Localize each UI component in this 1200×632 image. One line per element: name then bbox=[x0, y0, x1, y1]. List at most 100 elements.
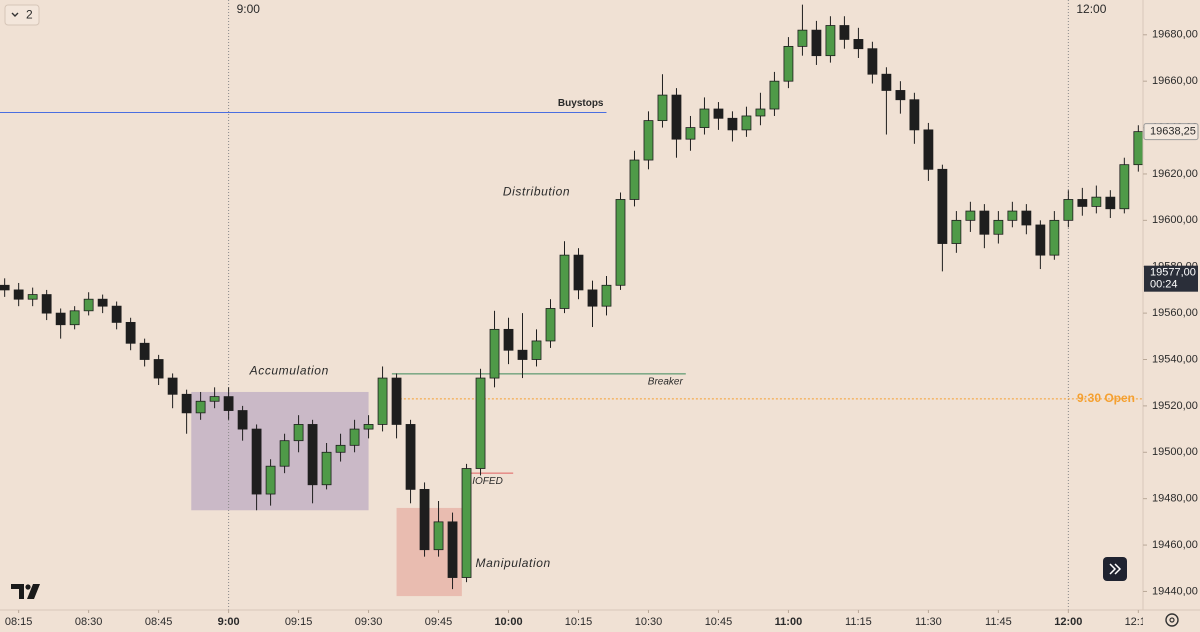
level-label: Breaker bbox=[648, 377, 684, 388]
candle-body bbox=[727, 117, 738, 131]
candle-body bbox=[1049, 219, 1060, 256]
candle-body bbox=[1063, 199, 1074, 221]
candle-body bbox=[279, 440, 290, 467]
pane-count: 2 bbox=[26, 8, 33, 22]
price-label-box bbox=[1143, 123, 1199, 141]
candle-body bbox=[447, 521, 458, 578]
candle-body bbox=[419, 488, 430, 551]
price-label-box bbox=[1144, 265, 1198, 292]
candle-body bbox=[13, 289, 24, 300]
y-tick-label: 19520,00 bbox=[1152, 400, 1198, 412]
y-tick-label: 19540,00 bbox=[1152, 353, 1198, 365]
y-tick-label: 19600,00 bbox=[1152, 214, 1198, 226]
candle-body bbox=[489, 328, 500, 379]
candle-body bbox=[209, 396, 220, 402]
candle-body bbox=[643, 120, 654, 161]
candle-body bbox=[237, 410, 248, 430]
y-tick-label: 19500,00 bbox=[1152, 446, 1198, 458]
x-tick-label: 08:15 bbox=[5, 616, 33, 628]
candle-body bbox=[41, 294, 52, 314]
scroll-button[interactable] bbox=[1103, 557, 1127, 581]
x-tick-label: 09:45 bbox=[425, 616, 453, 628]
x-tick-label: 9:00 bbox=[218, 616, 240, 628]
candle-body bbox=[559, 254, 570, 309]
candle-body bbox=[251, 428, 262, 495]
x-tick-label: 08:45 bbox=[145, 616, 173, 628]
candle-body bbox=[951, 219, 962, 244]
candle-body bbox=[1077, 199, 1088, 207]
candle-body bbox=[601, 284, 612, 307]
scroll-icon bbox=[1109, 563, 1122, 575]
candle-body bbox=[797, 29, 808, 47]
y-tick-label: 19620,00 bbox=[1152, 168, 1198, 180]
candle-body bbox=[125, 321, 136, 344]
candle-body bbox=[741, 115, 752, 131]
candle-body bbox=[587, 289, 598, 307]
candle-body bbox=[769, 80, 780, 110]
level-label: IOFED bbox=[472, 476, 503, 487]
candle-body bbox=[867, 48, 878, 75]
candle-body bbox=[1021, 210, 1032, 226]
candle-body bbox=[307, 424, 318, 486]
x-tick-label: 10:45 bbox=[705, 616, 733, 628]
candle-body bbox=[517, 349, 528, 360]
candle-body bbox=[27, 294, 38, 300]
candle-body bbox=[503, 328, 514, 351]
level-label: 9:30 Open bbox=[1077, 391, 1135, 405]
logo-part bbox=[27, 584, 40, 599]
candle-body bbox=[881, 73, 892, 91]
labels: Accumulation Manipulation 9:00 12:00 Buystop… bbox=[237, 2, 1135, 570]
candle-body bbox=[1091, 196, 1102, 207]
price-label: 19638,25 bbox=[1150, 126, 1196, 138]
x-tick-label: 09:15 bbox=[285, 616, 313, 628]
session-label: 9:00 bbox=[237, 2, 261, 16]
candle-body bbox=[685, 127, 696, 140]
candle-body bbox=[853, 39, 864, 50]
settings-icon[interactable] bbox=[1165, 613, 1179, 627]
settings-button[interactable] bbox=[1165, 613, 1179, 627]
candle-body bbox=[923, 129, 934, 170]
x-tick-label: 11:15 bbox=[845, 616, 872, 628]
x-axis: 08:15 08:30 08:45 9:00 09:15 09:30 09:45 10:00 1… bbox=[5, 610, 1143, 628]
candle-body bbox=[97, 298, 108, 307]
candle-body bbox=[1105, 196, 1116, 210]
pane-button[interactable] bbox=[4, 4, 40, 26]
y-tick-label: 19460,00 bbox=[1152, 539, 1198, 551]
x-tick-label: 10:30 bbox=[635, 616, 663, 628]
x-tick-label: 10:15 bbox=[565, 616, 593, 628]
candle-body bbox=[293, 424, 304, 442]
x-tick-label: 09:30 bbox=[355, 616, 383, 628]
candle-body bbox=[937, 168, 948, 244]
x-tick-label: 12:00 bbox=[1054, 616, 1082, 628]
y-tick-label: 19680,00 bbox=[1152, 29, 1198, 41]
candle-body bbox=[405, 424, 416, 490]
y-axis: 19440,00 19460,00 19480,00 19500,00 19520,00… bbox=[1143, 29, 1199, 597]
candle-body bbox=[55, 312, 66, 326]
candle-body bbox=[979, 210, 990, 235]
candle-body bbox=[531, 340, 542, 360]
candle-body bbox=[671, 94, 682, 140]
candle-body bbox=[139, 342, 150, 360]
candle-body bbox=[895, 90, 906, 101]
candle-body bbox=[657, 94, 668, 122]
logo bbox=[11, 584, 40, 599]
x-tick-label: 11:30 bbox=[915, 616, 942, 628]
candle-body bbox=[461, 468, 472, 578]
candle-body bbox=[321, 451, 332, 486]
candle-body bbox=[615, 199, 626, 286]
candle-body bbox=[713, 108, 724, 119]
candle-body bbox=[153, 359, 164, 379]
candle-body bbox=[545, 308, 556, 342]
candle-body bbox=[1119, 164, 1130, 210]
pane-selector[interactable]: 2 bbox=[4, 4, 40, 26]
candle-body bbox=[0, 284, 10, 291]
y-tick-label: 19660,00 bbox=[1152, 75, 1198, 87]
x-tick-label: 11:45 bbox=[985, 616, 1012, 628]
candle-body bbox=[391, 377, 402, 425]
candle-body bbox=[1035, 224, 1046, 256]
candle-body bbox=[699, 108, 710, 128]
candle-body bbox=[69, 310, 80, 326]
candle-body bbox=[335, 444, 346, 453]
candle-body bbox=[223, 396, 234, 411]
